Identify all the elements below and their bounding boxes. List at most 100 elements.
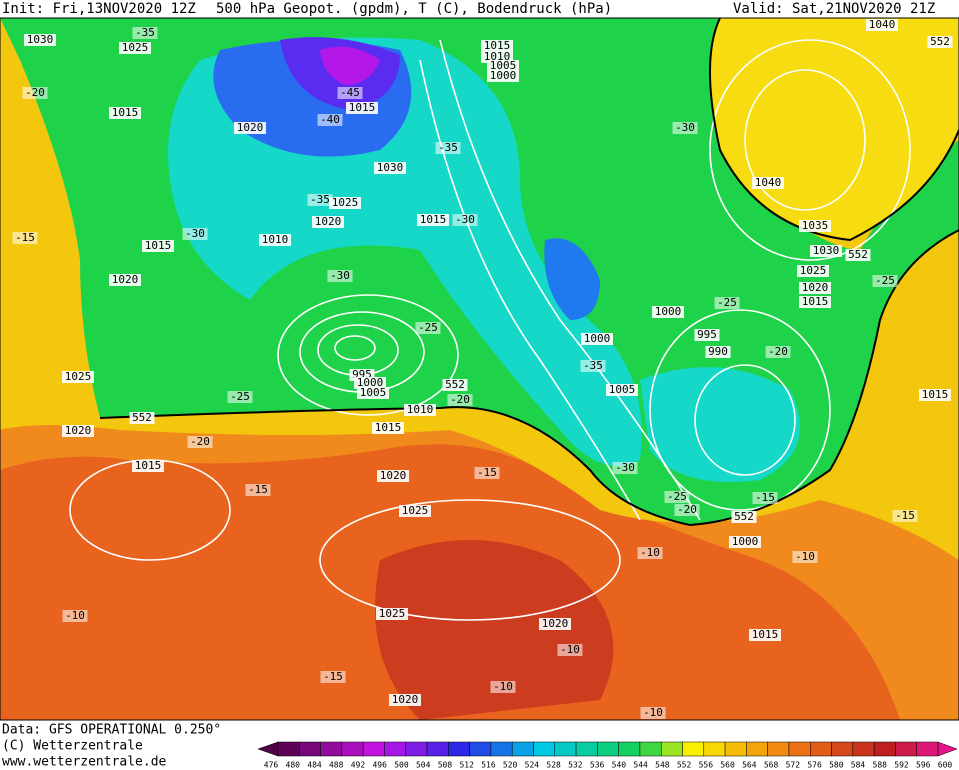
contour-label: -10	[640, 546, 660, 559]
contour-label: -25	[875, 274, 895, 287]
contour-label: 1015	[145, 239, 172, 252]
label-box	[580, 360, 606, 372]
label-box	[581, 333, 613, 345]
label-box	[320, 671, 346, 683]
label-box	[312, 216, 344, 228]
contour-label: 1015	[484, 39, 511, 52]
label-box	[447, 394, 473, 406]
contour-label: 1020	[392, 693, 419, 706]
contour-label: 1000	[584, 332, 611, 345]
colorbar-swatch	[618, 741, 641, 757]
colorbar-label: 492	[351, 761, 366, 770]
colorbar-label: 512	[459, 761, 474, 770]
colorbar-swatch	[448, 741, 470, 757]
colorbar-label: 508	[438, 761, 453, 770]
label-box	[872, 275, 898, 287]
label-box	[376, 608, 408, 620]
contour-label: 1000	[732, 535, 759, 548]
colorbar-swatch	[533, 741, 556, 757]
label-box	[557, 644, 583, 656]
contour-label: 552	[848, 248, 868, 261]
contour-label: 1020	[237, 121, 264, 134]
label-box	[792, 551, 818, 563]
contour-label: 1025	[402, 504, 429, 517]
colorbar-label: 560	[720, 761, 735, 770]
contour-label: -20	[677, 503, 697, 516]
contour-label: -15	[248, 483, 268, 496]
colorbar-swatch	[575, 741, 598, 757]
contour-label: 1005	[609, 383, 636, 396]
website: www.wetterzentrale.de	[2, 755, 167, 770]
colorbar-label: 496	[372, 761, 387, 770]
contour-label: 1020	[542, 617, 569, 630]
contour-label: -25	[667, 490, 687, 503]
label-box	[329, 197, 361, 209]
contour-label: -25	[418, 321, 438, 334]
colorbar-label: 528	[546, 761, 561, 770]
contour-label: -30	[185, 227, 205, 240]
label-box	[129, 412, 155, 424]
colorbar-swatch	[895, 741, 917, 757]
contour-label: -15	[15, 231, 35, 244]
label-box	[417, 214, 449, 226]
label-box	[62, 425, 94, 437]
colorbar-label: 500	[394, 761, 409, 770]
data-source: Data: GFS OPERATIONAL 0.250°	[2, 723, 221, 738]
colorbar-label: 576	[807, 761, 822, 770]
contour-label: 990	[708, 345, 728, 358]
contour-label: -40	[320, 113, 340, 126]
label-box	[810, 245, 842, 257]
contour-label: -30	[675, 121, 695, 134]
contour-label: -20	[190, 435, 210, 448]
contour-label: 1000	[357, 376, 384, 389]
contour-label: -10	[643, 706, 663, 719]
colorbar-swatch	[299, 741, 321, 757]
colorbar-arrow-right	[937, 741, 958, 757]
label-box	[119, 42, 151, 54]
contour-label: 1030	[813, 244, 840, 257]
contour-label: -15	[477, 466, 497, 479]
label-box	[481, 40, 513, 52]
contour-label: 1025	[65, 370, 92, 383]
contour-label: -30	[615, 461, 635, 474]
label-box	[799, 296, 831, 308]
map-field	[0, 18, 959, 720]
colorbar-label: 600	[938, 761, 953, 770]
label-box	[354, 377, 386, 389]
label-box	[694, 329, 720, 341]
colorbar-swatch	[660, 741, 683, 757]
colorbar-label: 596	[916, 761, 931, 770]
contour-label: 1015	[349, 101, 376, 114]
contour-label: -25	[717, 296, 737, 309]
colorbar-swatch	[852, 741, 875, 757]
contour-label: 1015	[752, 628, 779, 641]
contour-label: 995	[697, 328, 717, 341]
contour-label: 1015	[922, 388, 949, 401]
contour-label: 1040	[755, 176, 782, 189]
contour-label: 1020	[380, 469, 407, 482]
valid-time: Valid: Sat,21NOV2020 21Z	[733, 1, 935, 17]
label-box	[637, 547, 663, 559]
label-box	[752, 177, 784, 189]
colorbar-swatch	[597, 741, 619, 757]
label-box	[892, 510, 918, 522]
label-box	[652, 306, 684, 318]
colorbar-label: 516	[481, 761, 496, 770]
contour-label: 1015	[135, 459, 162, 472]
colorbar-swatch	[639, 741, 662, 757]
label-box	[12, 232, 38, 244]
colorbar-swatch	[873, 741, 896, 757]
colorbar-swatch	[362, 741, 385, 757]
label-box	[927, 36, 953, 48]
label-box	[799, 282, 831, 294]
label-box	[765, 346, 791, 358]
contour-label: 1010	[407, 403, 434, 416]
contour-label: 1015	[802, 295, 829, 308]
contour-label: -35	[135, 26, 155, 39]
label-box	[62, 610, 88, 622]
contour-label: 1025	[379, 607, 406, 620]
colorbar-label: 520	[503, 761, 518, 770]
colorbar-swatch	[405, 741, 428, 757]
contour-label: 1000	[655, 305, 682, 318]
